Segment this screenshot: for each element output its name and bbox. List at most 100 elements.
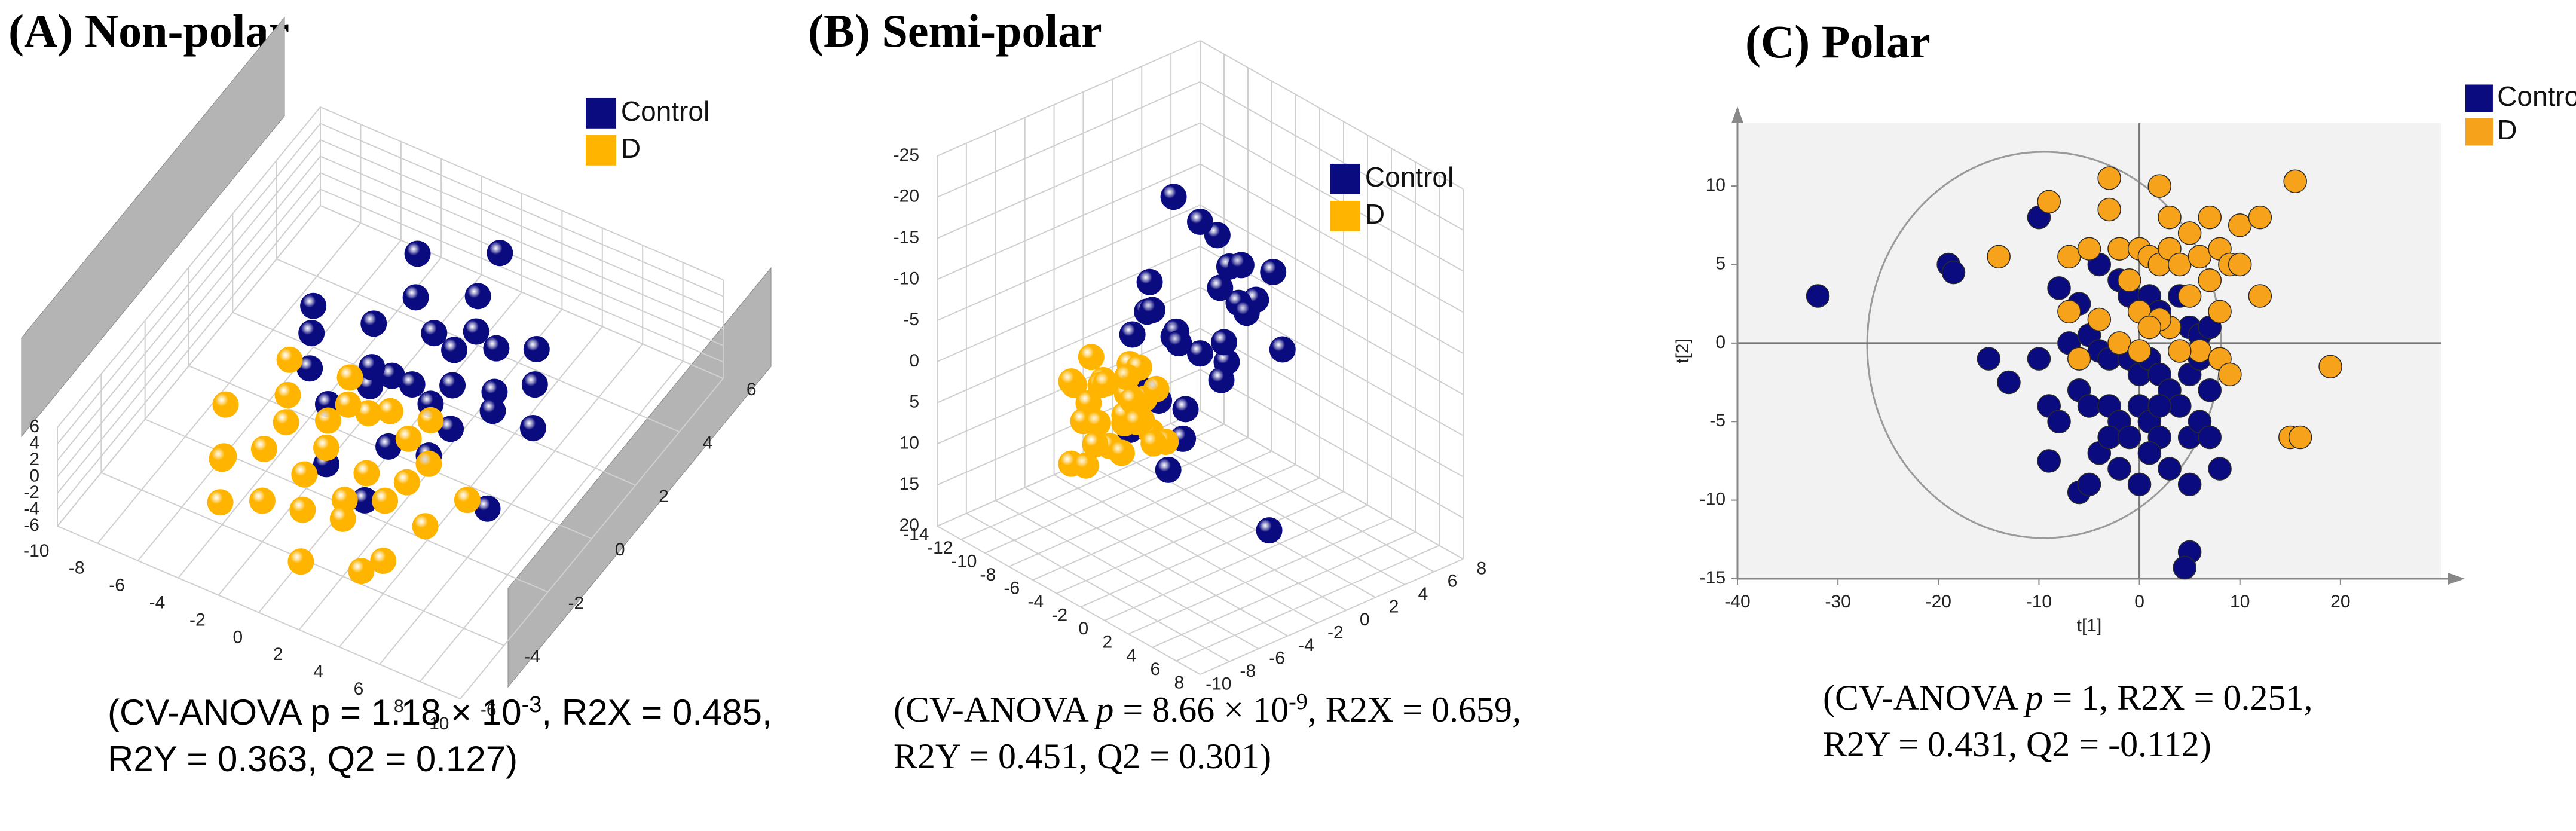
data-point [2077,394,2101,418]
data-point [2137,441,2162,465]
data-point [2077,237,2101,261]
data-point [1806,284,1830,308]
data-point [378,362,405,389]
axis-arrow [1731,106,1743,123]
data-point [2077,472,2101,497]
grid-line [1080,491,1344,608]
grid-line [1176,545,1440,662]
data-point [2147,394,2171,418]
data-point [1977,347,2001,371]
data-point [296,355,323,382]
y-tick-label: -2 [568,593,585,613]
data-point [1136,268,1163,295]
data-point [1113,363,1140,390]
data-point [336,364,363,391]
data-point [2168,252,2192,277]
data-point [1143,375,1170,402]
data-point [464,283,491,310]
grid-line [320,106,724,280]
grid-line [1200,558,1464,675]
grid-line [1032,464,1296,581]
x-tick-label: -10 [951,551,977,571]
data-point [2177,472,2202,497]
caption-segment: , R2X = 0.485, [541,692,772,732]
data-point [1211,329,1237,356]
caption-segment: (CV-ANOVA [1823,678,2025,717]
data-point [2087,307,2112,332]
data-point [1997,370,2021,395]
x-tick-label: 2 [273,644,283,664]
y-tick-label: 8 [1476,558,1486,578]
grid-line [1104,504,1368,621]
data-point [2318,355,2342,379]
x-tick-label: -12 [927,538,953,558]
data-point [1187,209,1213,236]
caption: R2Y = 0.363, Q2 = 0.127) [108,739,518,779]
y-tick-label: -5 [1709,411,1726,430]
data-point [2228,252,2252,277]
data-point [250,435,277,462]
data-point [359,354,386,381]
x-tick-label: -30 [1825,592,1850,612]
y-tick-label: -15 [1700,568,1726,588]
y-tick-label: -2 [1327,623,1344,643]
grid-line [57,205,321,527]
data-point [399,371,426,398]
data-point [249,487,276,514]
grid-line [57,526,461,699]
grid-line [1200,204,1464,354]
data-point [2188,245,2212,269]
z-tick-label: 15 [900,474,919,494]
x-tick-label: 4 [1126,646,1136,665]
data-point [2198,425,2222,450]
x-tick-label: 8 [1174,673,1184,692]
data-point [2177,221,2202,245]
caption: (CV-ANOVA p = 1.18 × 10-3, R2X = 0.485, [108,692,772,732]
grid-line [320,205,724,379]
data-point [2107,237,2131,261]
data-point [1260,258,1287,285]
data-point [521,371,548,398]
legend-swatch [586,135,616,166]
grid-line [966,512,1230,662]
legend-label: D [2497,114,2517,145]
x-tick-label: 4 [313,662,323,682]
data-point [377,398,403,424]
data-point [2228,213,2252,237]
x-tick-label: 0 [232,627,243,647]
data-point [212,391,239,418]
y-tick-label: -6 [481,700,497,720]
data-point [351,487,378,514]
grid-line [1200,328,1464,478]
data-point [2208,300,2232,324]
grid-line [937,526,1201,675]
data-point [2118,425,2141,450]
data-point [2177,284,2202,308]
data-point [2067,347,2091,371]
legend-label: Control [1365,161,1454,193]
data-point [1078,344,1105,371]
data-point [372,487,399,514]
grid-line [1170,423,1434,573]
data-point [1072,452,1099,479]
data-point [2057,245,2081,269]
y-tick-label: 2 [1389,597,1399,617]
x-tick-label: -2 [189,610,206,630]
grid-line [320,139,724,313]
data-point [395,425,422,452]
confidence-ellipse [1866,151,2222,539]
grid-line [57,172,321,494]
data-point [417,407,444,433]
x-tick-label: 6 [1150,659,1160,679]
data-point [463,318,489,345]
caption-segment: -9 [1289,689,1308,714]
caption: R2Y = 0.431, Q2 = -0.112) [1823,725,2211,764]
data-point [1119,387,1146,414]
legend-swatch [2465,118,2493,146]
data-point [209,445,235,472]
y-tick-label: -8 [1240,661,1256,681]
x-tick-label: -2 [1051,606,1067,625]
z-tick-label: -20 [894,187,919,206]
data-point [348,558,375,585]
data-point [2168,339,2192,363]
